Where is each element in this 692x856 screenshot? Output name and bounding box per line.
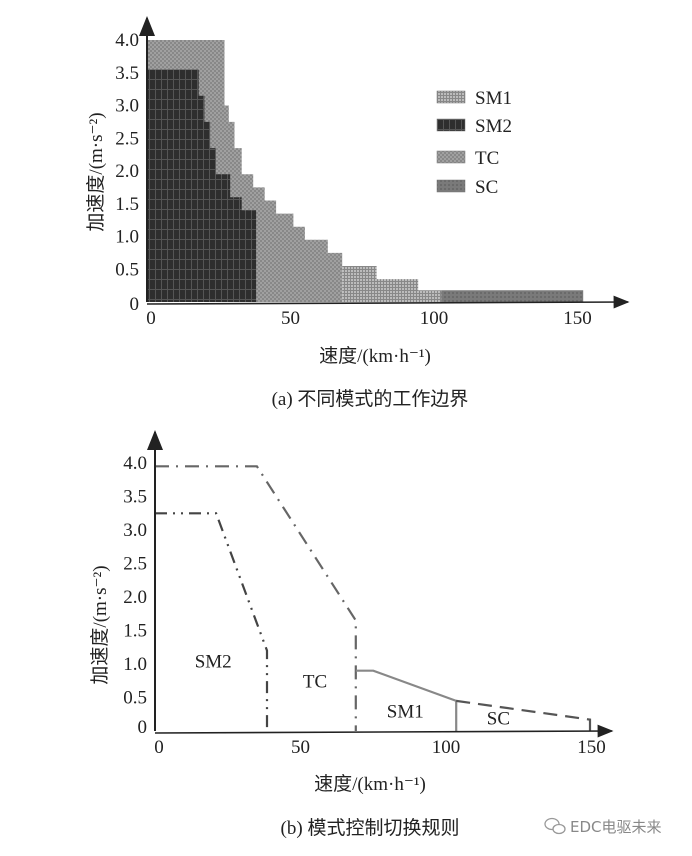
x-tick-label: 0 [146, 308, 156, 329]
y-tick-label: 3.0 [115, 96, 139, 117]
chart-a-ylabel: 加速度/(m·s⁻²) [85, 112, 107, 231]
boundary-line-0 [155, 465, 357, 731]
y-tick-label: 4.0 [115, 30, 139, 51]
region-sm1 [342, 266, 442, 302]
legend-label-sc: SC [475, 177, 498, 198]
y-tick-label: 1.5 [123, 621, 147, 642]
boundary-line-1 [155, 512, 269, 731]
region-sm2 [147, 69, 257, 302]
y-tick-label: 1.0 [115, 227, 139, 248]
legend-swatch-sm1 [436, 90, 466, 104]
wechat-icon [544, 817, 566, 835]
chart-b-ylabel: 加速度/(m·s⁻²) [89, 565, 111, 684]
x-tick-label: 100 [432, 737, 461, 758]
x-axis [154, 724, 614, 738]
y-tick-label: 0.5 [115, 259, 139, 280]
chart-a-title: (a) 不同模式的工作边界 [272, 388, 469, 410]
chart-b: 0 50 100 150 0 0.5 1.0 1.5 2.0 2.5 3.0 3.5 4.0 SM2 TC S… [123, 430, 614, 758]
legend-swatch-sm2 [436, 118, 466, 132]
chart-a: 0 50 100 150 0 0.5 1.0 1.5 2.0 2.5 3.0 3.5 4.0 SM1 SM2… [115, 16, 630, 329]
y-tick-label: 4.0 [123, 453, 147, 474]
watermark: EDC电驱未来 [544, 817, 662, 836]
region-label-tc: TC [303, 671, 327, 692]
boundary-line-3 [456, 699, 592, 731]
y-tick-label: 2.5 [123, 554, 147, 575]
y-tick-label: 2.5 [115, 128, 139, 149]
legend-label-sm2: SM2 [475, 116, 512, 137]
x-tick-label: 50 [281, 308, 300, 329]
x-tick-label: 100 [420, 308, 449, 329]
y-tick-label: 0 [138, 717, 148, 738]
y-tick-label: 2.0 [123, 587, 147, 608]
region-label-sc: SC [487, 708, 510, 729]
region-label-sm2: SM2 [195, 651, 232, 672]
chart-b-xlabel: 速度/(km·h⁻¹) [314, 773, 426, 795]
y-tick-label: 1.0 [123, 654, 147, 675]
legend-swatch-tc [436, 150, 466, 164]
x-tick-label: 150 [577, 737, 606, 758]
region-label-sm1: SM1 [387, 702, 424, 723]
x-tick-label: 150 [563, 308, 592, 329]
watermark-text: EDC电驱未来 [570, 818, 662, 836]
y-tick-label: 3.0 [123, 520, 147, 541]
x-tick-label: 50 [291, 737, 310, 758]
y-tick-label: 1.5 [115, 194, 139, 215]
y-tick-label: 0 [130, 294, 140, 315]
region-sc [441, 290, 584, 302]
y-tick-label: 2.0 [115, 161, 139, 182]
x-axis [146, 295, 630, 309]
boundary-line-2 [355, 669, 458, 731]
legend-label-sm1: SM1 [475, 88, 512, 109]
x-tick-label: 0 [154, 737, 164, 758]
chart-a-xlabel: 速度/(km·h⁻¹) [319, 345, 431, 367]
y-tick-label: 3.5 [123, 487, 147, 508]
y-tick-label: 0.5 [123, 688, 147, 709]
y-tick-label: 3.5 [115, 63, 139, 84]
legend-swatch-sc [436, 179, 466, 193]
chart-b-title: (b) 模式控制切换规则 [281, 817, 460, 839]
legend-label-tc: TC [475, 148, 499, 169]
